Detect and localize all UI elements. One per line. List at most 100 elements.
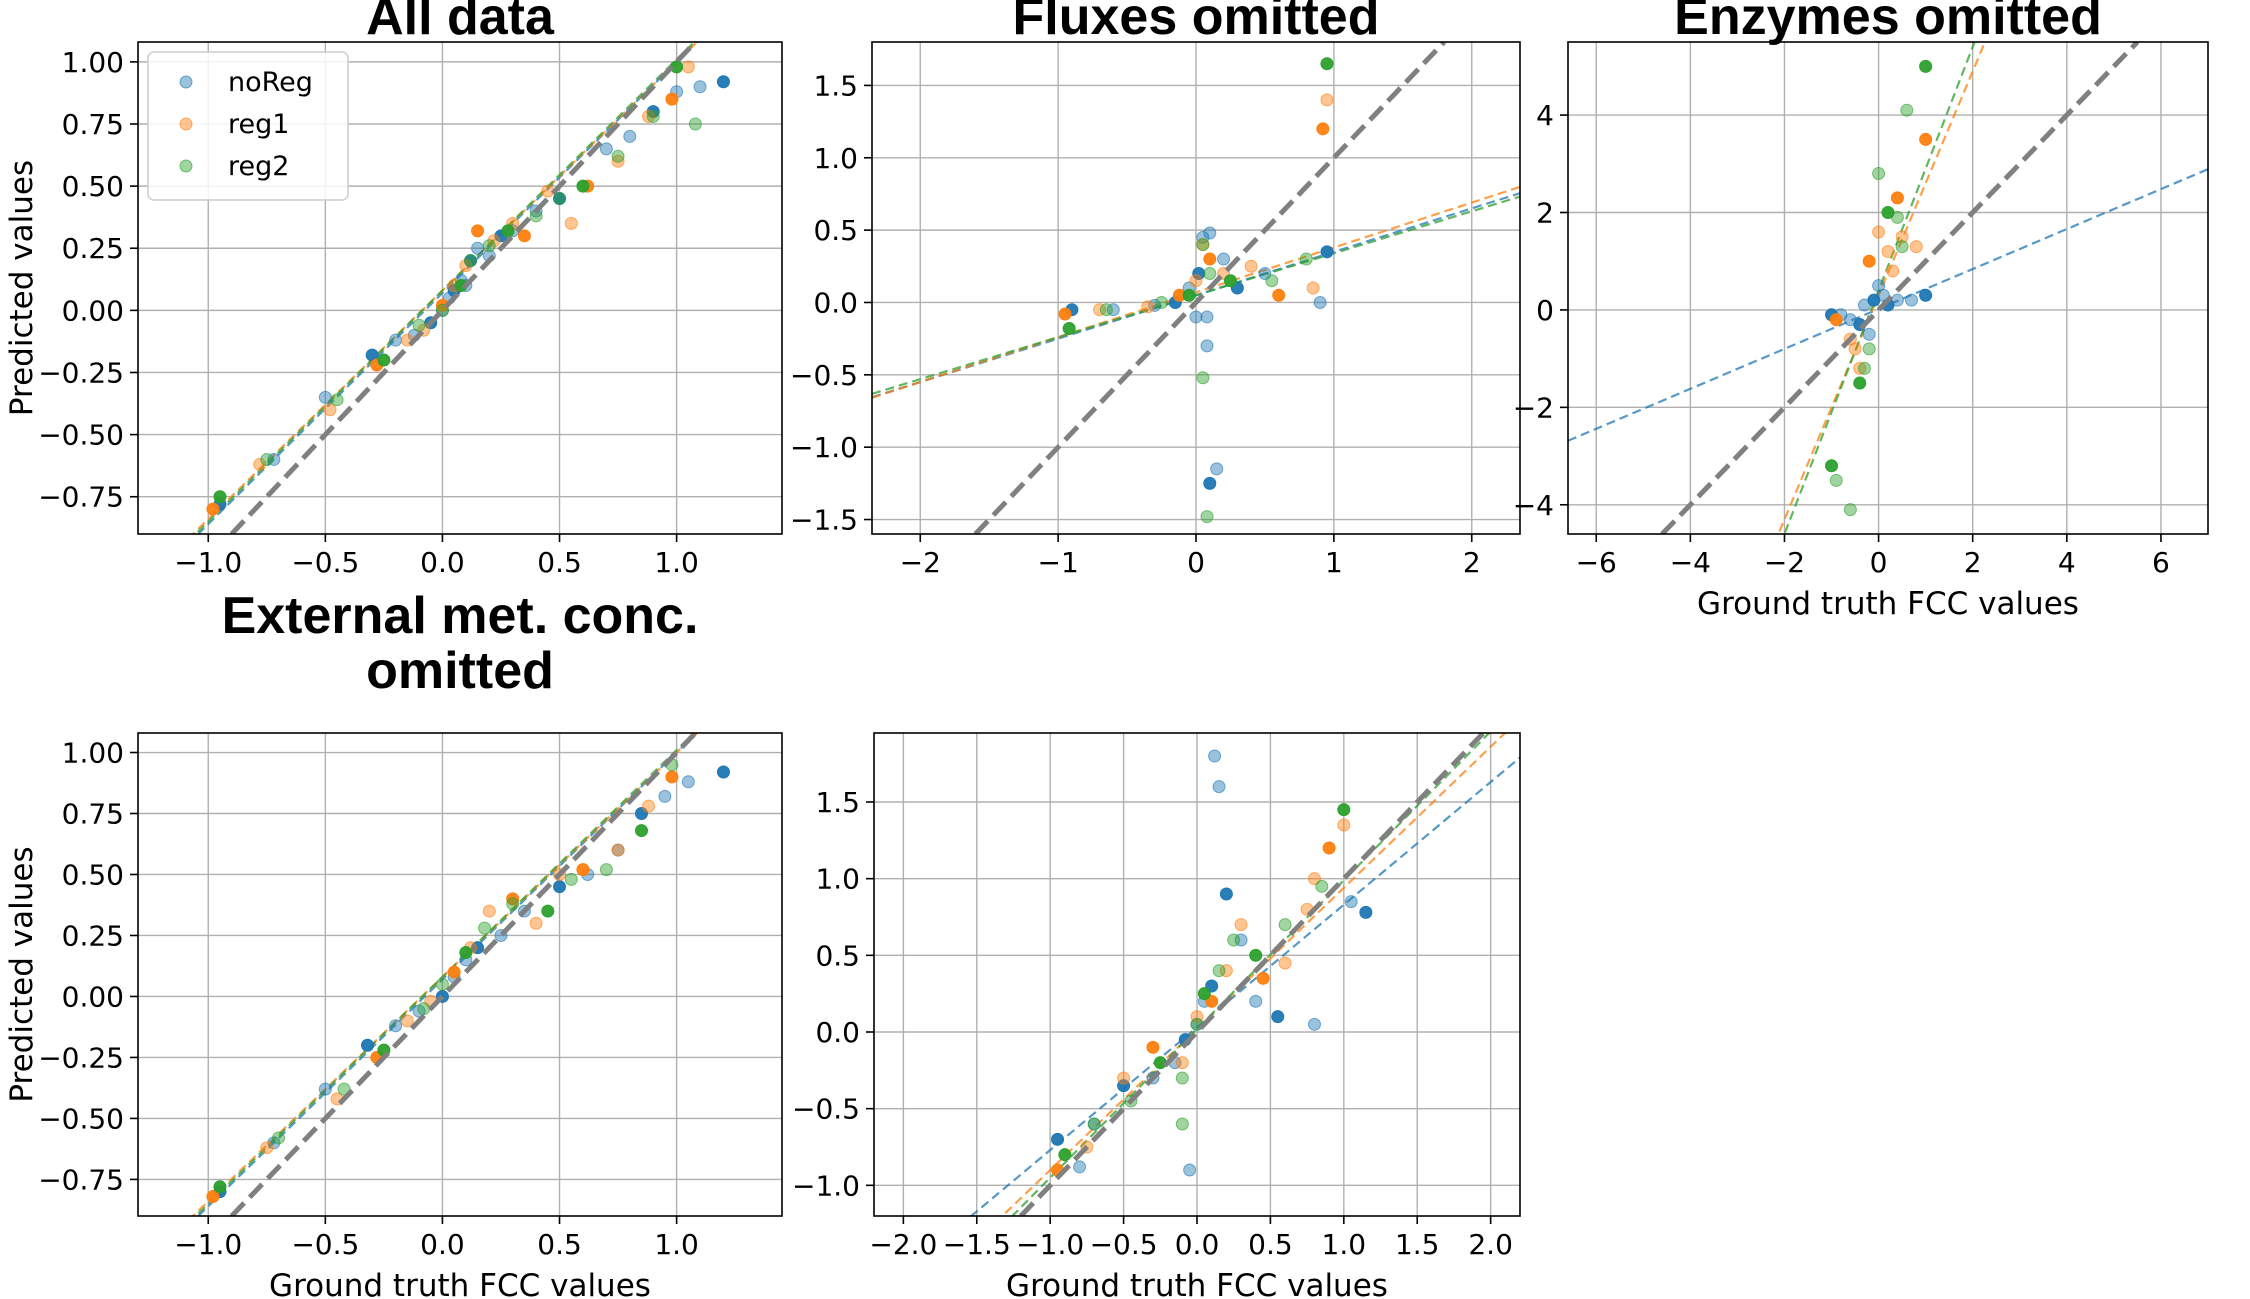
point-noReg [1196, 230, 1210, 244]
chart-panel-5: −2.0 −1.5 −1.0 −0.5 0.0 0.5 1.0 1.5 2.0−1.0−0.50… [792, 732, 1521, 1299]
y-tick-label: 0.5 [815, 939, 860, 972]
point-reg2 [1087, 1117, 1101, 1131]
point-reg1 [1890, 191, 1904, 205]
point-noReg [1189, 310, 1203, 324]
point-reg1 [1322, 841, 1336, 855]
fit-line-reg2 [1783, 42, 1976, 534]
point-noReg [1919, 288, 1933, 302]
y-tick-label: 2 [1536, 196, 1554, 229]
point-reg1 [206, 1189, 220, 1203]
point-reg2 [1890, 210, 1904, 224]
point-noReg [1359, 905, 1373, 919]
identity-line [229, 42, 698, 534]
y-tick-label: 1.5 [815, 786, 860, 819]
point-reg2 [576, 179, 590, 193]
point-reg1 [1909, 240, 1923, 254]
x-tick-label: 0.0 [1175, 1228, 1220, 1261]
point-reg1 [1203, 252, 1217, 266]
x-tick-label: 2.0 [1468, 1228, 1513, 1261]
x-tick-label: −2 [900, 546, 941, 579]
point-noReg [389, 1019, 403, 1033]
point-reg1 [1853, 361, 1867, 375]
identity-line [229, 733, 698, 1216]
point-noReg [1073, 1160, 1087, 1174]
point-reg1 [1320, 93, 1334, 107]
y-tick-label: 1.00 [62, 737, 124, 770]
legend-box [147, 51, 349, 201]
y-tick-label: 1.0 [813, 142, 858, 175]
point-reg1 [1829, 313, 1843, 327]
plot-area [872, 42, 1520, 534]
point-noReg [623, 129, 637, 143]
point-reg2 [1249, 948, 1263, 962]
point-reg2 [634, 824, 648, 838]
point-noReg [716, 75, 730, 89]
point-reg2 [1919, 59, 1933, 73]
x-tick-label: 0.5 [1248, 1228, 1293, 1261]
point-reg2 [330, 393, 344, 407]
x-tick-label: 0.0 [420, 546, 465, 579]
point-noReg [658, 789, 672, 803]
point-reg1 [517, 229, 531, 243]
point-noReg [471, 941, 485, 955]
y-tick-label: 4 [1536, 99, 1554, 132]
point-reg2 [417, 1002, 431, 1016]
y-tick-label: 0.50 [62, 170, 124, 203]
identity-line [1019, 733, 1486, 1216]
point-reg1 [1141, 300, 1155, 314]
point-noReg [1234, 933, 1248, 947]
point-noReg [1183, 1163, 1197, 1177]
point-noReg [1203, 476, 1217, 490]
point-noReg [1200, 310, 1214, 324]
point-reg1 [642, 110, 656, 124]
x-tick-label: 4 [2058, 546, 2076, 579]
point-noReg [553, 880, 567, 894]
x-axis-label: Ground truth FCC values [1006, 1268, 1388, 1299]
point-reg2 [1058, 1148, 1072, 1162]
point-reg2 [553, 192, 567, 206]
point-reg2 [272, 1131, 286, 1145]
point-noReg [360, 1038, 374, 1052]
point-reg1 [1058, 307, 1072, 321]
point-reg1 [1337, 818, 1351, 832]
point-reg2 [213, 490, 227, 504]
point-reg1 [665, 770, 679, 784]
point-reg2 [1227, 933, 1241, 947]
chart-panel-1: −1.0 −0.5 0.0 0.5 1.0 −0.75 −0.50 −0.25 0.00 0.25… [4, 0, 783, 579]
point-reg1 [564, 216, 578, 230]
point-reg1 [1881, 244, 1895, 258]
point-reg1 [1092, 303, 1106, 317]
y-tick-label: −0.50 [38, 1102, 124, 1135]
point-reg2 [1278, 918, 1292, 932]
y-tick-label: −1.0 [792, 1169, 860, 1202]
point-reg2 [1155, 295, 1169, 309]
x-tick-label: 1.0 [1322, 1228, 1367, 1261]
y-tick-label: −0.25 [38, 356, 124, 389]
point-noReg [646, 105, 660, 119]
point-reg1 [1256, 971, 1270, 985]
point-reg1 [576, 863, 590, 877]
axes-frame [137, 41, 783, 535]
point-reg2 [459, 946, 473, 960]
point-noReg [599, 142, 613, 156]
y-tick-label: 0.00 [62, 294, 124, 327]
point-noReg [318, 390, 332, 404]
x-tick-label: 0.5 [537, 1228, 582, 1261]
x-axis-label: Ground truth FCC values [1697, 586, 2079, 622]
y-axis-label: Predicted values [4, 160, 40, 416]
point-reg2 [611, 149, 625, 163]
point-reg2 [646, 110, 660, 124]
y-tick-label: 1.0 [815, 863, 860, 896]
point-reg1 [1244, 259, 1258, 273]
point-noReg [1313, 295, 1327, 309]
x-tick-label: 1.0 [654, 1228, 699, 1261]
point-reg2 [464, 254, 478, 268]
point-noReg [1890, 293, 1904, 307]
point-noReg [1212, 780, 1226, 794]
x-tick-label: −0.5 [291, 546, 359, 579]
point-noReg [267, 1136, 281, 1150]
point-reg1 [1278, 956, 1292, 970]
point-reg2 [688, 117, 702, 131]
point-reg2 [670, 60, 684, 74]
